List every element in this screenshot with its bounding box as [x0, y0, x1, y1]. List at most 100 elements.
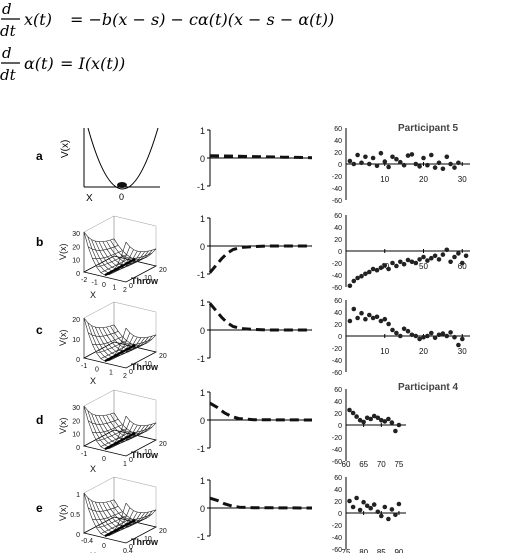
surface-mesh-line	[125, 415, 157, 427]
potential-b-throw-label: Throw	[131, 276, 159, 286]
middle-ytick: -1	[197, 532, 205, 542]
scatter-ytick: 20	[334, 237, 342, 244]
middle-ytick: 0	[200, 416, 205, 426]
surface-mesh-line	[88, 245, 119, 251]
middle-ytick: 0	[200, 154, 205, 164]
scatter-ytick: -20	[332, 174, 342, 181]
middle-ytick: 0	[200, 504, 205, 514]
scatter-point	[347, 283, 353, 289]
eq1-dt: dt	[0, 22, 17, 40]
scatter-point	[440, 252, 446, 257]
scatter-point	[456, 342, 461, 348]
scatter-point	[413, 333, 419, 339]
potential-d-ylabel: V(x)	[58, 418, 68, 435]
middle-ytick: 0	[200, 326, 205, 336]
scatter-point	[355, 275, 360, 281]
row-label-e: e	[36, 501, 43, 515]
potential-a-curve	[87, 127, 159, 190]
middle-ytick: 1	[200, 388, 205, 398]
scatter-point	[448, 259, 453, 265]
scatter-point	[432, 165, 438, 170]
surface-ttick: 20	[159, 267, 167, 274]
potential-c-throw-label: Throw	[131, 362, 159, 372]
surface-ttick: 10	[144, 449, 152, 456]
scatter-xtick: 20	[419, 175, 428, 184]
surface-xtick: -1	[81, 451, 87, 458]
scatter-point	[386, 416, 391, 422]
scatter-ytick: 40	[334, 225, 342, 232]
scatter-point	[347, 318, 353, 324]
surface-mesh-line	[92, 336, 123, 346]
potential-a: V(x) X 0	[60, 127, 160, 204]
scatter-point	[463, 253, 469, 259]
scatter-xtick: 90	[394, 548, 403, 553]
scatter-point	[436, 160, 442, 166]
scatter-plot-c: 60 40 20 0 -20 -40 -60 10 20 30	[332, 298, 470, 377]
surface-mesh-line	[113, 344, 144, 358]
scatter-point	[382, 159, 388, 164]
scatter-point	[425, 333, 430, 339]
scatter-xtick: 10	[380, 175, 389, 184]
middle-ytick: -1	[197, 444, 205, 454]
eq2-dt: dt	[0, 66, 17, 84]
surface-mesh-line	[96, 340, 127, 354]
surface-xtick: 2	[123, 373, 127, 380]
surface-mesh-line	[92, 424, 123, 434]
scatter-point	[371, 502, 377, 507]
potential-b-ylabel: V(x)	[58, 244, 68, 261]
scatter-point	[444, 154, 450, 160]
surface-floor	[82, 255, 158, 283]
middle-ytick: -1	[197, 354, 205, 364]
scatter-point	[367, 161, 372, 167]
middle-curve	[209, 496, 313, 510]
row-label-a: a	[36, 149, 43, 163]
scatter-point	[436, 332, 442, 338]
scatter-plot-e: 60 40 20 0 -20 -40 -60 75 80 85 90	[332, 475, 406, 553]
scatter-point	[398, 333, 403, 339]
scatter-point	[452, 334, 457, 340]
middle-ytick: 1	[200, 126, 205, 136]
scatter-point	[456, 251, 461, 256]
middle-curve	[209, 154, 313, 160]
eq2-d: d	[2, 44, 12, 62]
scatter-point	[421, 334, 426, 340]
scatter-point	[382, 316, 388, 322]
potential-a-ball	[117, 182, 127, 188]
middle-plot-c: 1 0 -1	[197, 298, 312, 364]
scatter-point	[359, 160, 364, 166]
middle-ytick: 1	[200, 476, 205, 486]
scatter-xtick: 70	[377, 460, 386, 469]
surface-ttick: 10	[144, 536, 152, 543]
scatter-point	[363, 316, 368, 322]
scatter-xtick: 50	[419, 262, 428, 271]
scatter-point	[456, 160, 461, 166]
scatter-point	[417, 257, 422, 262]
potential-e-xlabel: X	[90, 551, 96, 553]
scatter-point	[460, 336, 465, 342]
middle-curve	[208, 244, 312, 274]
scatter-point	[350, 410, 356, 416]
scatter-point	[390, 327, 395, 333]
scatter-point	[390, 260, 395, 266]
surface-mesh-line	[83, 317, 115, 329]
scatter-point	[354, 414, 359, 419]
potential-a-xtick: 0	[119, 192, 124, 202]
surface-mesh-line	[113, 499, 157, 521]
scatter-point	[368, 505, 374, 511]
scatter-ytick: 60	[334, 126, 342, 133]
scatter-point	[444, 247, 450, 253]
scatter-point	[389, 420, 395, 425]
surface-mesh-line	[125, 241, 157, 253]
scatter-point	[425, 258, 430, 263]
scatter-point	[429, 330, 434, 336]
scatter-point	[347, 407, 352, 413]
row-label-b: b	[36, 235, 43, 249]
scatter-ytick: -40	[332, 447, 342, 454]
middle-column: 1 0 -1 1 0 -1 1 0 -1 1 0 -1 1 0 -1	[197, 126, 313, 542]
potential-a-xlabel: X	[86, 193, 93, 204]
surface-mesh-line	[92, 511, 123, 521]
scatter-point	[350, 504, 356, 510]
